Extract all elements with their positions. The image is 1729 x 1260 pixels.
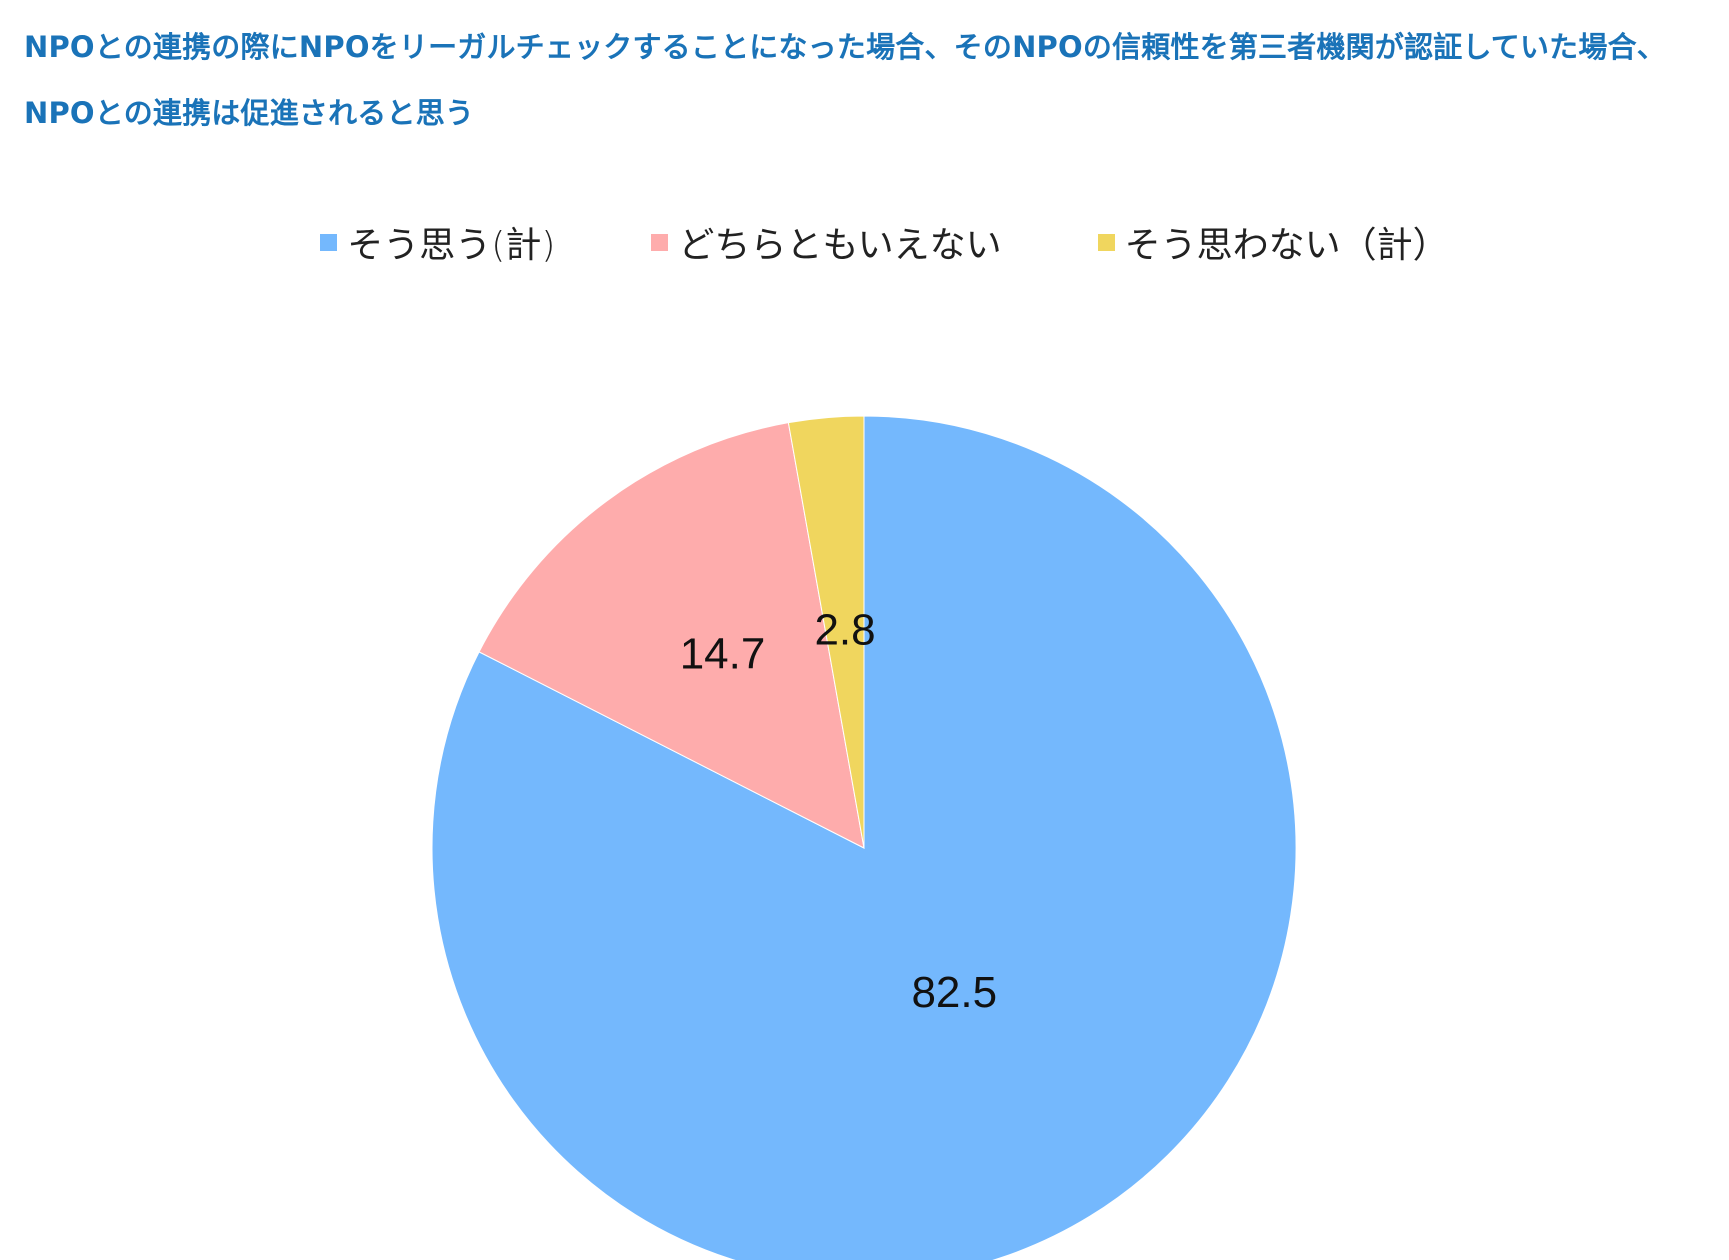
data-label-disagree: 2.8 [814, 605, 875, 654]
data-label-agree: 82.5 [911, 968, 997, 1017]
legend-item-disagree: そう思わない（計） [1097, 216, 1449, 268]
legend-label-agree: そう思う(計) [347, 225, 556, 266]
legend: そう思う(計) どちらともいえない そう思わない（計） [0, 212, 1729, 272]
pie-slice-disagree [787, 415, 865, 849]
legend-swatch-neutral [651, 233, 669, 251]
legend-item-agree: そう思う(計) [320, 216, 555, 268]
legend-swatch-agree [320, 233, 338, 251]
pie-slice-neutral [478, 422, 865, 849]
legend-label-neutral: どちらともいえない [678, 225, 1002, 266]
chart-title: NPOとの連携の際にNPOをリーガルチェックすることになった場合、そのNPOの信… [24, 30, 1666, 130]
legend-label-disagree: そう思わない（計） [1124, 225, 1449, 266]
pie-slice-agree [431, 415, 1297, 1260]
data-label-neutral: 14.7 [680, 630, 766, 679]
legend-item-neutral: どちらともいえない [651, 216, 1002, 268]
legend-swatch-disagree [1097, 233, 1115, 251]
